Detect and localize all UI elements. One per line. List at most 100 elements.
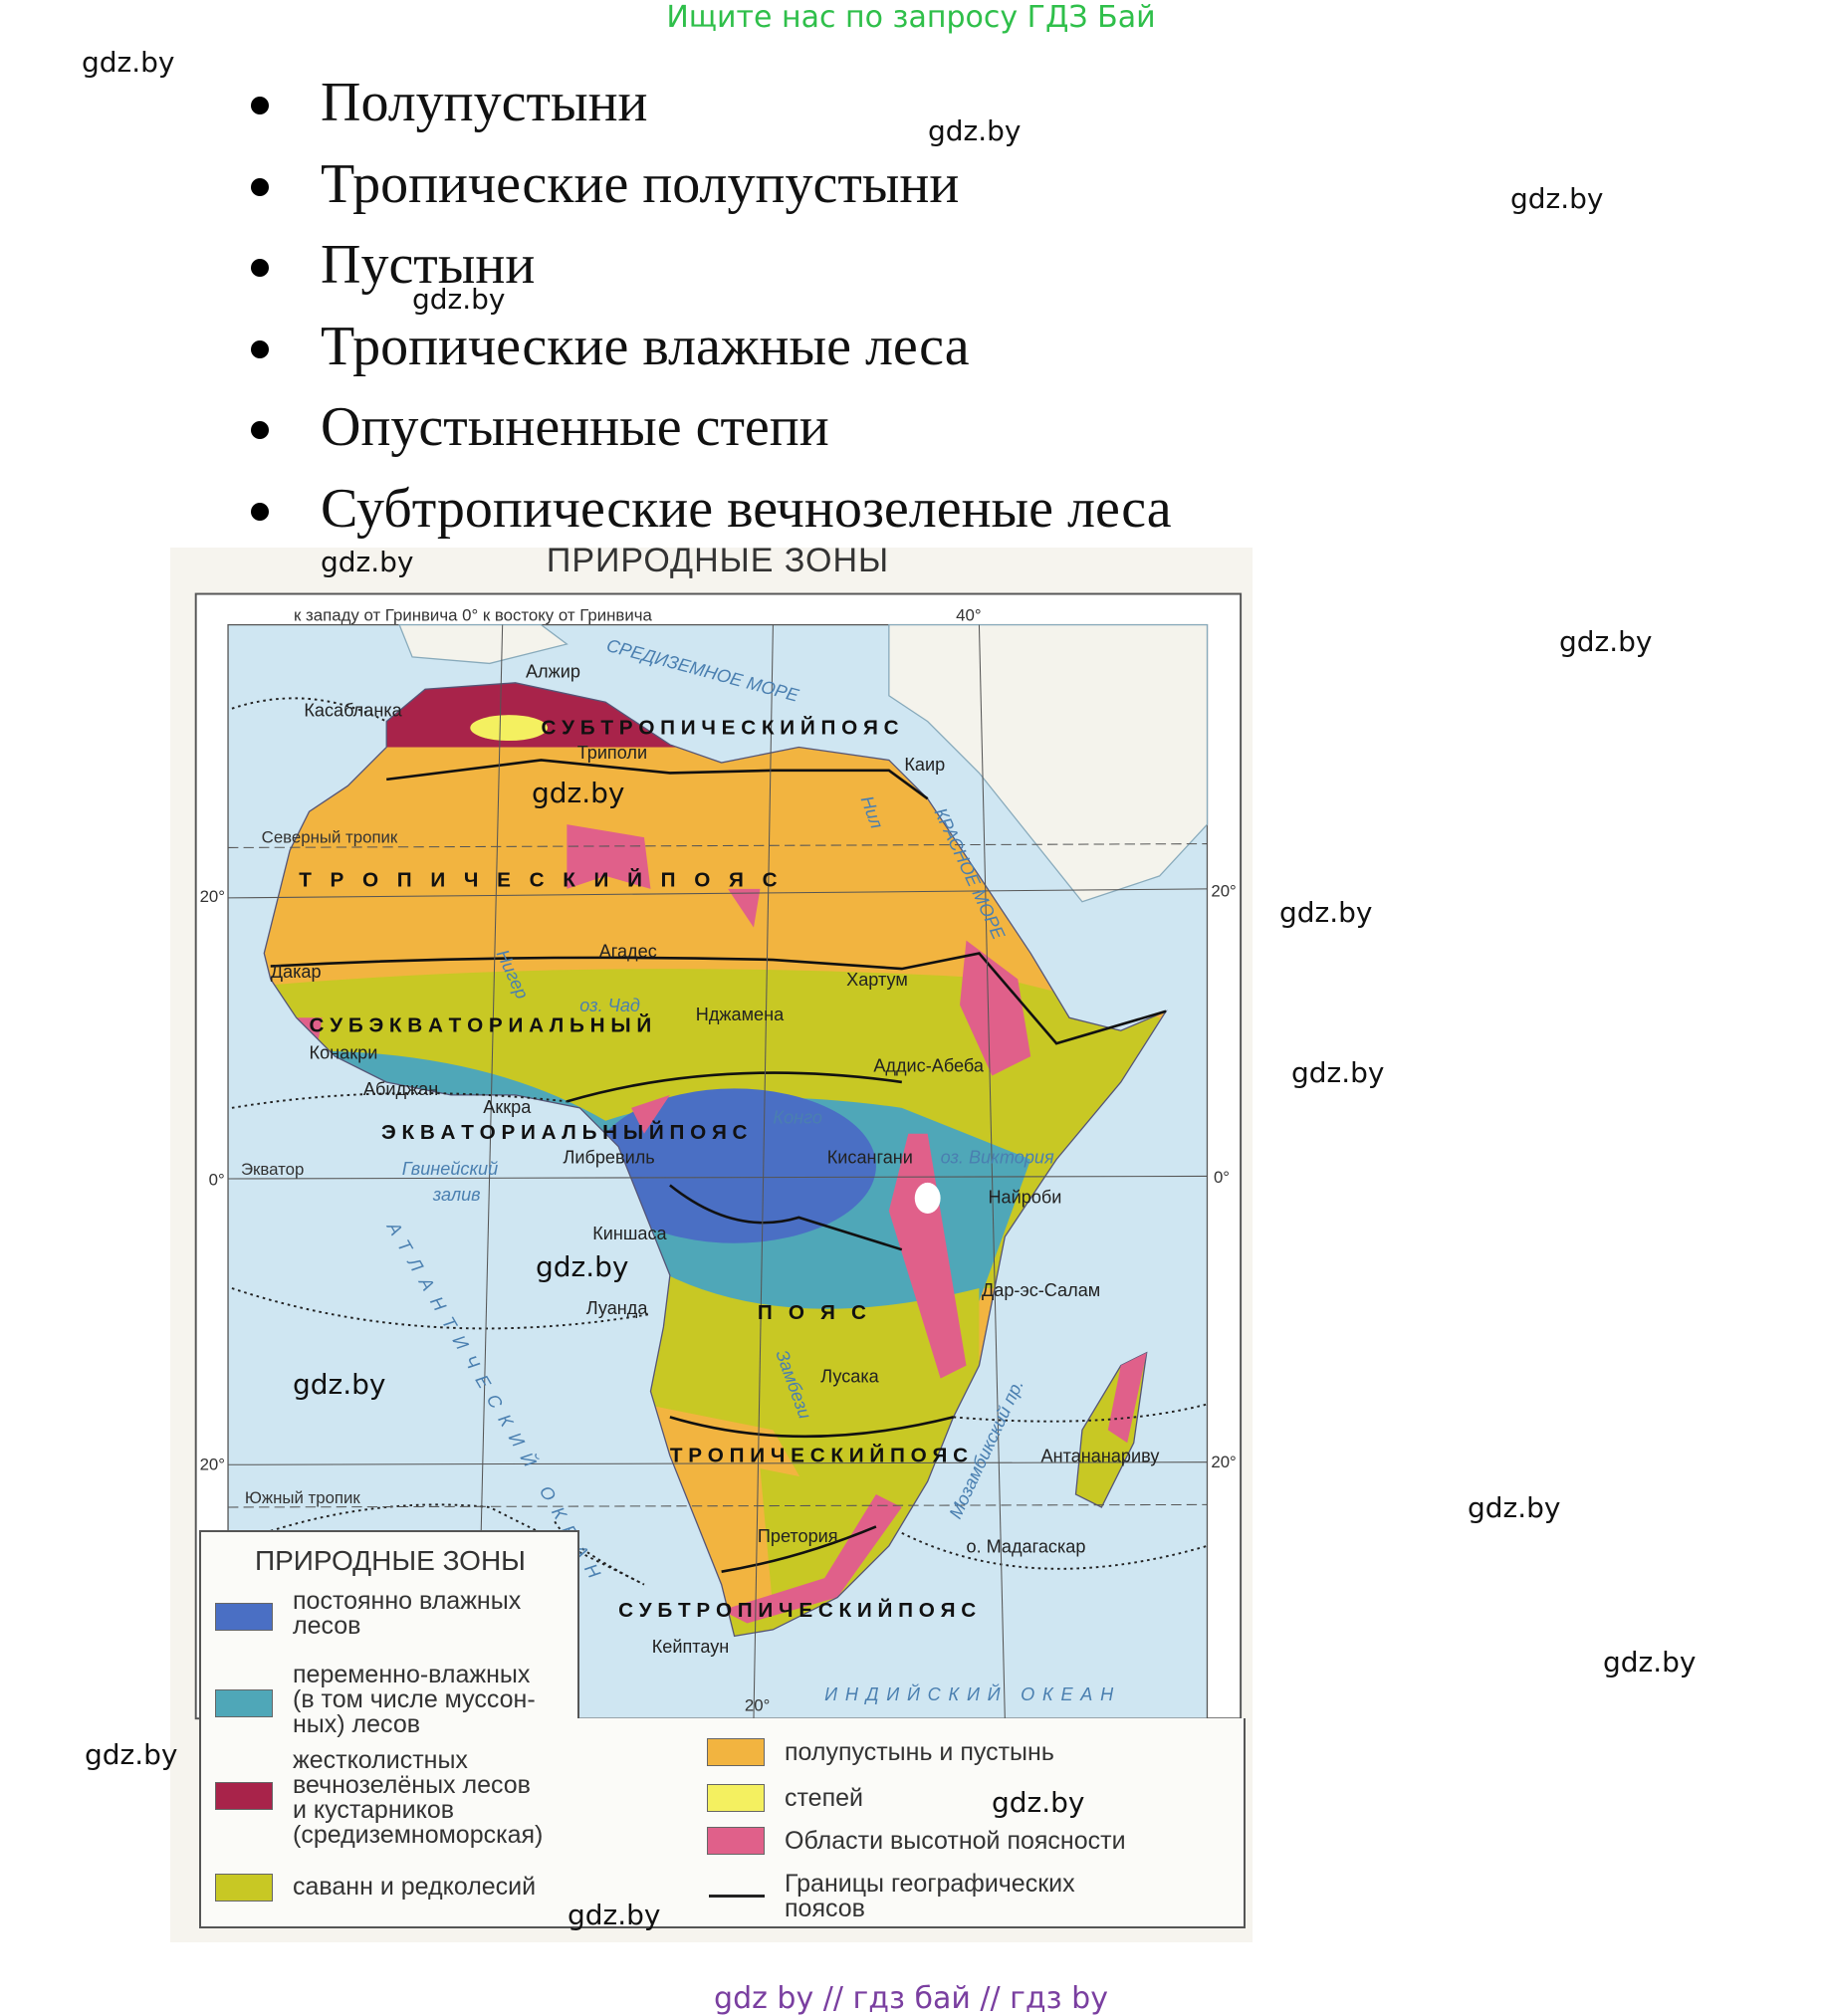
- city-label: Алжир: [526, 662, 580, 682]
- bullet-text: Субтропические вечнозеленые леса: [321, 477, 1172, 540]
- belt-borders-ocean: [227, 697, 1208, 1586]
- city-label: Аккра: [483, 1097, 532, 1117]
- europe-land: [398, 623, 569, 665]
- degree-label: 40°: [956, 606, 981, 625]
- longitude-caption: к западу от Гринвича 0° к востоку от Гри…: [294, 606, 652, 625]
- city-label: Конакри: [310, 1043, 378, 1063]
- watermark: gdz.by: [1510, 182, 1604, 215]
- gulf-label: залив: [432, 1185, 481, 1205]
- south-tropic-label: Южный тропик: [245, 1488, 361, 1507]
- city-label: Претория: [758, 1526, 838, 1546]
- city-label: Луанда: [586, 1298, 649, 1318]
- legend-label: Границы географических поясов: [785, 1870, 1075, 1922]
- city-label: Аддис-Абеба: [873, 1056, 984, 1076]
- bullet-text: Опустыненные степи: [321, 396, 829, 459]
- legend-swatch-variable-forest: [215, 1689, 273, 1717]
- city-label: Хартум: [846, 970, 908, 990]
- degree-label: 0°: [1214, 1168, 1230, 1187]
- degree-label: 0°: [209, 1170, 225, 1189]
- legend-label: степей: [785, 1784, 863, 1812]
- city-label: Антананариву: [1041, 1447, 1161, 1466]
- legend-border-line-icon: [709, 1895, 765, 1898]
- legend-label: полупустынь и пустынь: [785, 1738, 1054, 1766]
- watermark: gdz.by: [1603, 1646, 1697, 1679]
- river-label: Конго: [773, 1107, 822, 1127]
- watermark: gdz.by: [1559, 625, 1653, 658]
- city-label: Кейптаун: [652, 1637, 730, 1657]
- zone-bullet-list: Полупустыни Тропические полупустыни Пуст…: [239, 68, 1172, 556]
- watermark: gdz.by: [321, 546, 414, 578]
- watermark: gdz.by: [568, 1899, 661, 1931]
- bottom-ad-banner[interactable]: gdz by // гдз бай // гдз by: [714, 1981, 1108, 2016]
- legend-swatch-savanna: [215, 1874, 273, 1902]
- ocean-label: ИНДИЙСКИЙ ОКЕАН: [824, 1683, 1121, 1704]
- bullet-icon: [251, 421, 269, 440]
- legend-label: саванн и редколесий: [293, 1873, 537, 1901]
- watermark: gdz.by: [412, 283, 506, 316]
- city-label: Лусака: [820, 1366, 879, 1386]
- bullet-item: Тропические влажные леса: [239, 312, 1172, 393]
- city-label: Кисангани: [827, 1147, 913, 1167]
- degree-label: 20°: [200, 887, 225, 906]
- belt-label: С У Б Т Р О П И Ч Е С К И Й П О Я С: [618, 1598, 976, 1622]
- city-label: Либревиль: [563, 1147, 654, 1167]
- map-title: ПРИРОДНЫЕ ЗОНЫ: [546, 542, 890, 579]
- legend-swatch-highland: [707, 1827, 765, 1855]
- eurasia-land: [888, 623, 1209, 903]
- bullet-text: Тропические влажные леса: [321, 315, 970, 377]
- belt-label: Т Р О П И Ч Е С К И Й П О Я С: [299, 867, 784, 891]
- lake-label: оз. Чад: [579, 996, 640, 1015]
- city-label: Абиджан: [363, 1079, 438, 1099]
- degree-label: 20°: [745, 1695, 770, 1714]
- watermark: gdz.by: [82, 46, 175, 79]
- belt-label: С У Б Т Р О П И Ч Е С К И Й П О Я С: [541, 716, 898, 740]
- gulf-label: Гвинейский: [402, 1159, 498, 1179]
- bullet-item: Опустыненные степи: [239, 392, 1172, 474]
- top-ad-banner[interactable]: Ищите нас по запросу ГДЗ Бай: [666, 0, 1156, 35]
- bullet-text: Полупустыни: [321, 72, 648, 133]
- city-label: Дар-эс-Салам: [982, 1280, 1100, 1300]
- city-label: Агадес: [599, 941, 657, 961]
- watermark: gdz.by: [293, 1368, 386, 1401]
- degree-label: 20°: [200, 1455, 225, 1473]
- legend-swatch-mediterranean: [215, 1782, 273, 1810]
- bullet-text: Тропические полупустыни: [321, 152, 960, 215]
- degree-label: 20°: [1211, 882, 1236, 901]
- belt-label: Э К В А Т О Р И А Л Ь Н Ы Й П О Я С: [381, 1120, 748, 1144]
- city-label: Каир: [904, 755, 945, 775]
- legend-label: жестколистных вечнозелёных лесов и куста…: [293, 1746, 544, 1849]
- city-label: Киншаса: [592, 1224, 667, 1243]
- city-label: Дакар: [271, 962, 322, 982]
- legend-label: Области высотной поясности: [785, 1827, 1126, 1855]
- city-label: о. Мадагаскар: [967, 1536, 1086, 1556]
- city-label: Триполи: [577, 743, 647, 763]
- north-tropic-label: Северный тропик: [262, 827, 398, 846]
- belt-borders: [270, 759, 1167, 1573]
- legend-swatch-desert: [707, 1738, 765, 1766]
- bullet-icon: [251, 502, 269, 521]
- lake-label: оз. Виктория: [941, 1147, 1054, 1167]
- bullet-icon: [251, 177, 269, 196]
- bullet-text: Пустыни: [321, 234, 536, 297]
- legend-title: ПРИРОДНЫЕ ЗОНЫ: [255, 1545, 526, 1576]
- legend-swatch-steppe: [707, 1784, 765, 1812]
- watermark: gdz.by: [1279, 896, 1373, 929]
- legend-label: постоянно влажных лесов: [293, 1587, 522, 1640]
- watermark: gdz.by: [85, 1738, 178, 1771]
- bullet-item: Тропические полупустыни: [239, 149, 1172, 231]
- watermark: gdz.by: [928, 114, 1022, 147]
- legend-label: переменно-влажных (в том числе муссон- н…: [293, 1661, 536, 1738]
- city-label: Найроби: [988, 1188, 1061, 1208]
- watermark: gdz.by: [1291, 1056, 1385, 1089]
- watermark: gdz.by: [536, 1250, 629, 1283]
- degree-label: 20°: [1211, 1453, 1236, 1471]
- bullet-item: Полупустыни: [239, 68, 1172, 149]
- belt-label: Т Р О П И Ч Е С К И Й П О Я С: [670, 1444, 968, 1467]
- city-label: Нджамена: [696, 1005, 785, 1024]
- bullet-icon: [251, 339, 269, 358]
- city-label: Касабланка: [304, 700, 402, 720]
- bullet-icon: [251, 97, 269, 114]
- watermark: gdz.by: [1468, 1491, 1561, 1524]
- lake-victoria: [914, 1182, 941, 1214]
- legend-swatch-rainforest: [215, 1603, 273, 1631]
